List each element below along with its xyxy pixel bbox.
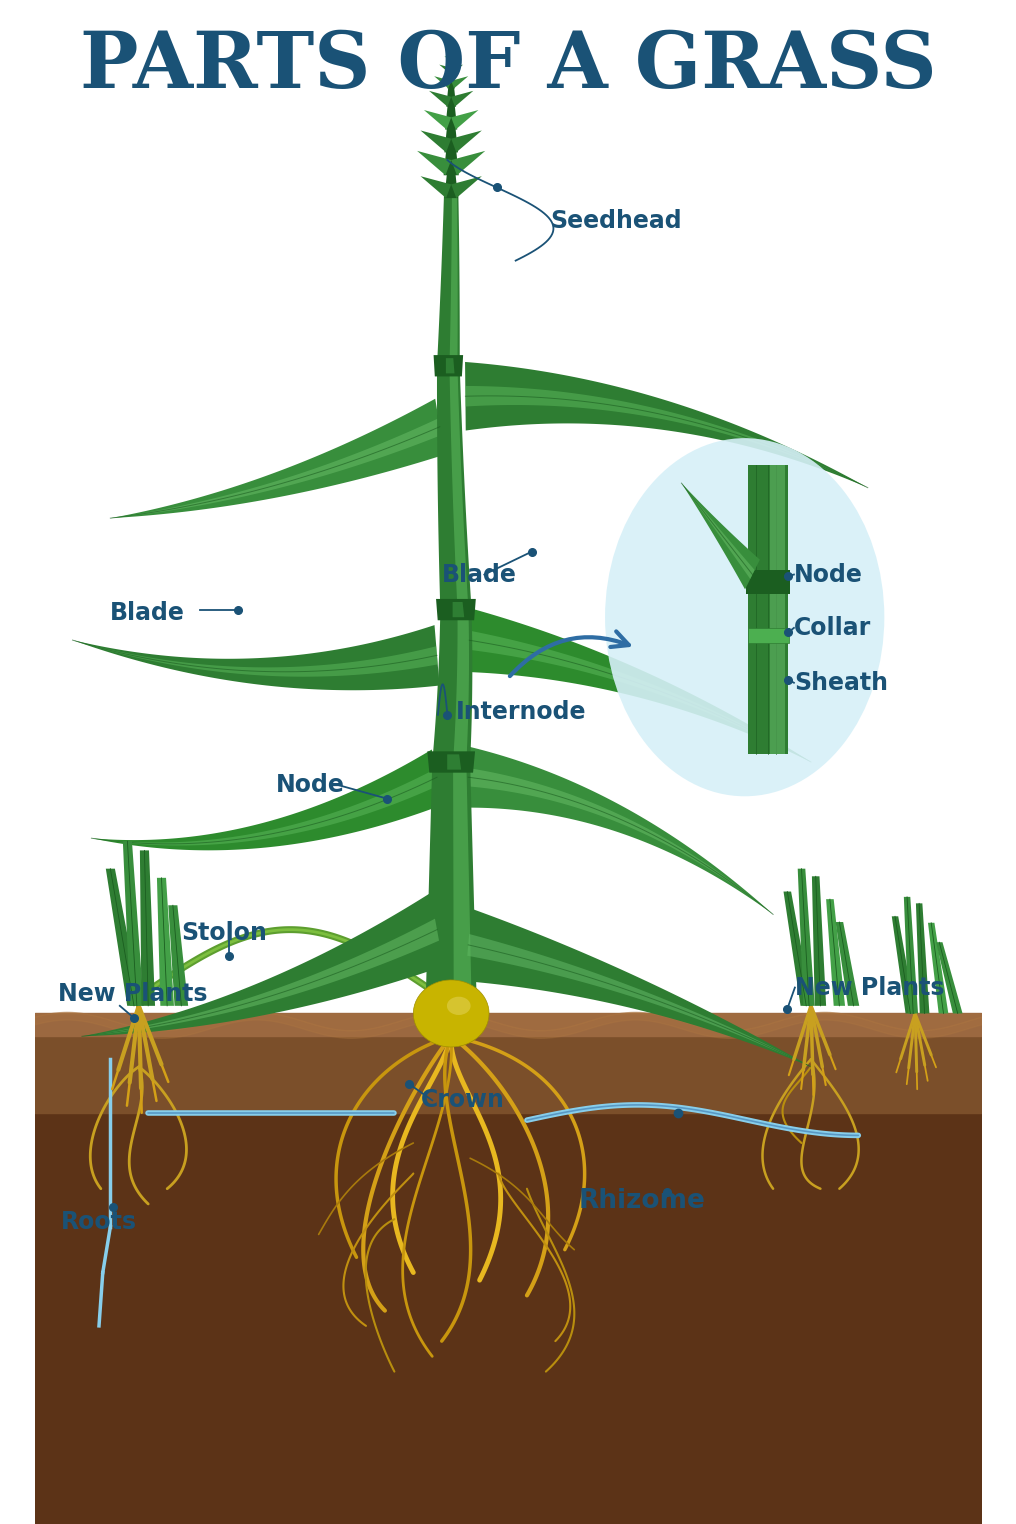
Polygon shape bbox=[448, 61, 454, 73]
Text: Stolon: Stolon bbox=[182, 920, 267, 945]
Polygon shape bbox=[451, 76, 468, 88]
Polygon shape bbox=[465, 908, 811, 1067]
Polygon shape bbox=[429, 91, 451, 107]
Ellipse shape bbox=[447, 997, 470, 1015]
Text: Blade: Blade bbox=[442, 562, 516, 587]
Polygon shape bbox=[466, 608, 811, 762]
Polygon shape bbox=[812, 876, 826, 1006]
Polygon shape bbox=[140, 850, 155, 1006]
Polygon shape bbox=[450, 53, 453, 61]
Polygon shape bbox=[418, 151, 451, 175]
Polygon shape bbox=[444, 56, 451, 61]
Polygon shape bbox=[892, 916, 915, 1013]
Text: Node: Node bbox=[276, 773, 344, 797]
Polygon shape bbox=[425, 762, 478, 1021]
Polygon shape bbox=[82, 919, 439, 1036]
Polygon shape bbox=[826, 899, 845, 1006]
Polygon shape bbox=[111, 418, 441, 518]
Polygon shape bbox=[682, 483, 760, 590]
Ellipse shape bbox=[606, 439, 884, 797]
Polygon shape bbox=[835, 922, 860, 1006]
Polygon shape bbox=[451, 91, 473, 107]
Polygon shape bbox=[783, 892, 812, 1006]
Polygon shape bbox=[798, 869, 815, 1006]
Polygon shape bbox=[451, 56, 458, 61]
Polygon shape bbox=[421, 131, 451, 152]
Polygon shape bbox=[452, 602, 464, 617]
FancyArrowPatch shape bbox=[510, 631, 629, 677]
Polygon shape bbox=[449, 190, 457, 366]
Polygon shape bbox=[437, 366, 471, 610]
Polygon shape bbox=[465, 386, 868, 488]
Polygon shape bbox=[448, 38, 454, 58]
Polygon shape bbox=[451, 177, 482, 198]
Polygon shape bbox=[444, 165, 458, 198]
Polygon shape bbox=[72, 640, 438, 677]
Polygon shape bbox=[467, 768, 773, 914]
Polygon shape bbox=[451, 110, 479, 130]
Polygon shape bbox=[434, 355, 463, 376]
Text: Seedhead: Seedhead bbox=[551, 209, 682, 233]
Polygon shape bbox=[453, 762, 472, 1021]
Polygon shape bbox=[428, 751, 475, 773]
Polygon shape bbox=[446, 82, 456, 107]
Polygon shape bbox=[106, 869, 141, 1006]
Polygon shape bbox=[434, 76, 451, 88]
Polygon shape bbox=[446, 358, 454, 373]
Polygon shape bbox=[424, 110, 451, 130]
Polygon shape bbox=[414, 980, 489, 1047]
Polygon shape bbox=[432, 610, 472, 762]
Polygon shape bbox=[928, 924, 948, 1013]
Text: PARTS OF A GRASS: PARTS OF A GRASS bbox=[79, 27, 937, 104]
Polygon shape bbox=[439, 64, 451, 73]
Polygon shape bbox=[453, 610, 469, 762]
Text: New Plants: New Plants bbox=[795, 975, 945, 1000]
Polygon shape bbox=[936, 942, 962, 1013]
Polygon shape bbox=[82, 893, 444, 1036]
Polygon shape bbox=[904, 896, 918, 1013]
Polygon shape bbox=[444, 139, 459, 175]
Text: New Plants: New Plants bbox=[58, 981, 208, 1006]
Text: Blade: Blade bbox=[111, 600, 185, 625]
Text: Node: Node bbox=[793, 562, 863, 587]
Polygon shape bbox=[467, 934, 811, 1067]
Polygon shape bbox=[915, 904, 930, 1013]
Polygon shape bbox=[465, 363, 868, 488]
Polygon shape bbox=[169, 905, 188, 1006]
Polygon shape bbox=[749, 465, 788, 754]
Text: Collar: Collar bbox=[793, 616, 871, 640]
Polygon shape bbox=[770, 465, 785, 754]
Polygon shape bbox=[445, 101, 457, 130]
Polygon shape bbox=[449, 366, 468, 610]
Polygon shape bbox=[748, 628, 789, 643]
Text: Internode: Internode bbox=[456, 700, 586, 724]
Polygon shape bbox=[451, 64, 463, 73]
Polygon shape bbox=[444, 119, 458, 152]
Polygon shape bbox=[123, 841, 143, 1006]
Polygon shape bbox=[682, 483, 755, 579]
Text: Rhizome: Rhizome bbox=[579, 1187, 706, 1215]
Polygon shape bbox=[466, 747, 773, 914]
Polygon shape bbox=[451, 131, 482, 152]
Polygon shape bbox=[91, 770, 439, 846]
Polygon shape bbox=[467, 631, 811, 762]
Polygon shape bbox=[447, 754, 461, 770]
Polygon shape bbox=[111, 399, 444, 518]
Polygon shape bbox=[447, 70, 455, 88]
Polygon shape bbox=[451, 151, 486, 175]
Polygon shape bbox=[156, 878, 174, 1006]
Polygon shape bbox=[437, 190, 460, 366]
Text: Roots: Roots bbox=[61, 1210, 137, 1234]
Text: Crown: Crown bbox=[421, 1088, 505, 1113]
Polygon shape bbox=[747, 570, 790, 594]
Polygon shape bbox=[421, 177, 451, 198]
Polygon shape bbox=[436, 599, 475, 620]
Polygon shape bbox=[91, 750, 442, 850]
Text: Sheath: Sheath bbox=[793, 671, 888, 695]
Polygon shape bbox=[72, 625, 440, 690]
